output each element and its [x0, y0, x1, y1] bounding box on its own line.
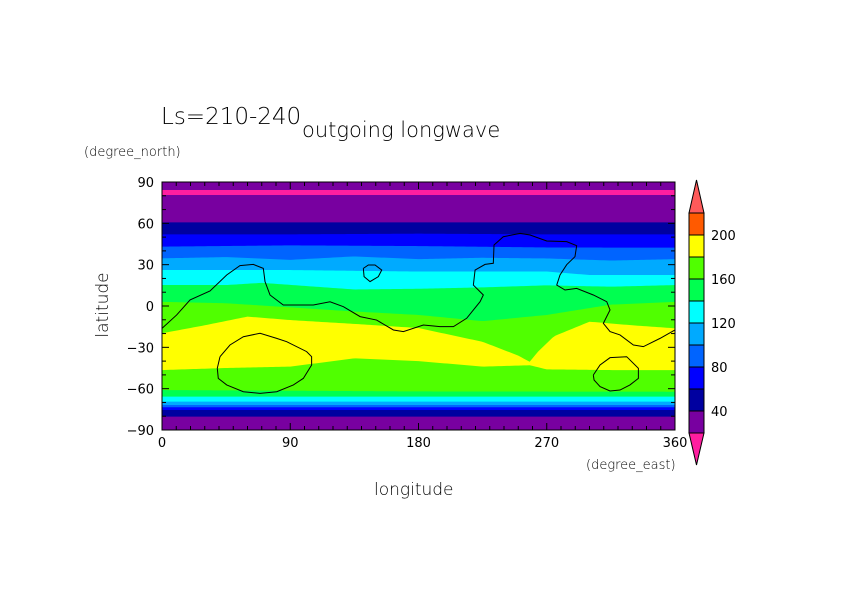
colorbar-label: 200 [711, 229, 736, 244]
colorbar-segment [688, 410, 705, 434]
chart-subtitle: Ls=210-240 [161, 104, 302, 130]
colorbar-segment [688, 212, 705, 236]
y-tick-label: 90 [137, 176, 154, 191]
colorbar-segment [688, 322, 705, 346]
contour-lines [161, 232, 676, 394]
filled-contours [162, 182, 675, 430]
colorbar-segment [688, 344, 705, 368]
x-axis-units: (degree_east) [586, 458, 676, 473]
colorbar-label: 160 [711, 273, 736, 288]
colorbar-segment [688, 256, 705, 280]
colorbar-label: 120 [711, 317, 736, 332]
topography-contour-2 [216, 332, 313, 394]
y-axis-units: (degree_north) [84, 145, 181, 160]
y-tick-label: −30 [127, 341, 154, 356]
colorbar: 40 80 120 160 200 [688, 179, 736, 466]
topography-contour-0 [161, 232, 676, 348]
x-tick-label: 180 [406, 436, 431, 451]
x-tick-label: 90 [282, 436, 299, 451]
x-tick-labels: 0 90 180 270 360 [158, 436, 688, 451]
contour-region-0 [162, 189, 675, 195]
y-tick-label: 60 [137, 217, 154, 232]
y-tick-label: 0 [146, 300, 154, 315]
colorbar-segment [688, 388, 705, 412]
colorbar-under-triangle [688, 432, 705, 466]
y-tick-labels: 90 60 30 0 −30 −60 −90 [127, 176, 154, 439]
y-tick-label: −90 [127, 424, 154, 439]
colorbar-segment [688, 300, 705, 324]
y-tick-label: −60 [127, 383, 154, 398]
colorbar-over-triangle [688, 179, 705, 214]
colorbar-segment [688, 234, 705, 258]
y-tick-label: 30 [137, 259, 154, 274]
colorbar-label: 80 [711, 361, 728, 376]
x-axis-label: longitude [374, 480, 454, 500]
colorbar-label: 40 [711, 405, 728, 420]
x-tick-label: 270 [534, 436, 559, 451]
topography-contour-3 [592, 356, 639, 392]
topography-contour-1 [362, 264, 383, 283]
x-tick-label: 0 [158, 436, 166, 451]
chart-title: outgoing longwave [302, 118, 501, 142]
x-tick-label: 360 [663, 436, 688, 451]
plot-frame [161, 181, 676, 431]
colorbar-segment [688, 366, 705, 390]
colorbar-segment [688, 278, 705, 302]
